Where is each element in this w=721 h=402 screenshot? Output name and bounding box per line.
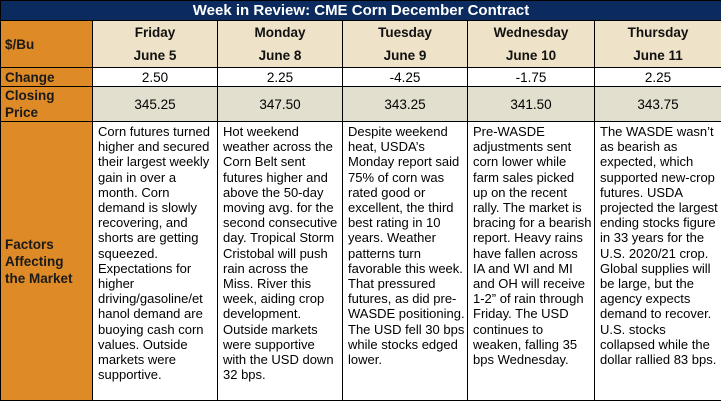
closing-cell-monday: 347.50 xyxy=(217,86,343,122)
change-cell-friday: 2.50 xyxy=(92,67,218,87)
day-date: June 11 xyxy=(633,48,683,63)
factors-cell-thursday: The WASDE wasn’t as bearish as expected,… xyxy=(593,121,721,401)
factors-cell-friday: Corn futures turned higher and secured t… xyxy=(92,121,218,401)
day-date: June 10 xyxy=(505,48,557,63)
day-header-thursday: Thursday June 11 xyxy=(593,20,721,68)
change-cell-tuesday: -4.25 xyxy=(342,67,468,87)
factors-cell-monday: Hot weekend weather across the Corn Belt… xyxy=(217,121,343,401)
factors-label: Factors Affecting the Market xyxy=(0,121,93,401)
day-name: Tuesday xyxy=(378,25,432,40)
day-name: Friday xyxy=(134,25,176,40)
day-header-wednesday: Wednesday June 10 xyxy=(467,20,595,68)
day-header-tuesday: Tuesday June 9 xyxy=(342,20,468,68)
day-date: June 8 xyxy=(258,48,302,63)
change-cell-thursday: 2.25 xyxy=(593,67,721,87)
closing-cell-friday: 345.25 xyxy=(92,86,218,122)
change-label: Change xyxy=(0,67,93,87)
closing-price-label: Closing Price xyxy=(0,86,93,122)
closing-cell-wednesday: 341.50 xyxy=(467,86,595,122)
closing-cell-thursday: 343.75 xyxy=(593,86,721,122)
table-title: Week in Review: CME Corn December Contra… xyxy=(0,0,721,21)
factors-cell-wednesday: Pre-WASDE adjustments sent corn lower wh… xyxy=(467,121,595,401)
day-date: June 9 xyxy=(383,48,427,63)
day-name: Wednesday xyxy=(493,25,569,40)
change-cell-monday: 2.25 xyxy=(217,67,343,87)
factors-cell-tuesday: Despite weekend heat, USDA’s Monday repo… xyxy=(342,121,468,401)
units-label: $/Bu xyxy=(0,20,93,68)
closing-cell-tuesday: 343.25 xyxy=(342,86,468,122)
day-name: Monday xyxy=(254,25,306,40)
day-date: June 5 xyxy=(133,48,177,63)
day-header-friday: Friday June 5 xyxy=(92,20,218,68)
day-name: Thursday xyxy=(627,25,689,40)
day-header-monday: Monday June 8 xyxy=(217,20,343,68)
change-cell-wednesday: -1.75 xyxy=(467,67,595,87)
